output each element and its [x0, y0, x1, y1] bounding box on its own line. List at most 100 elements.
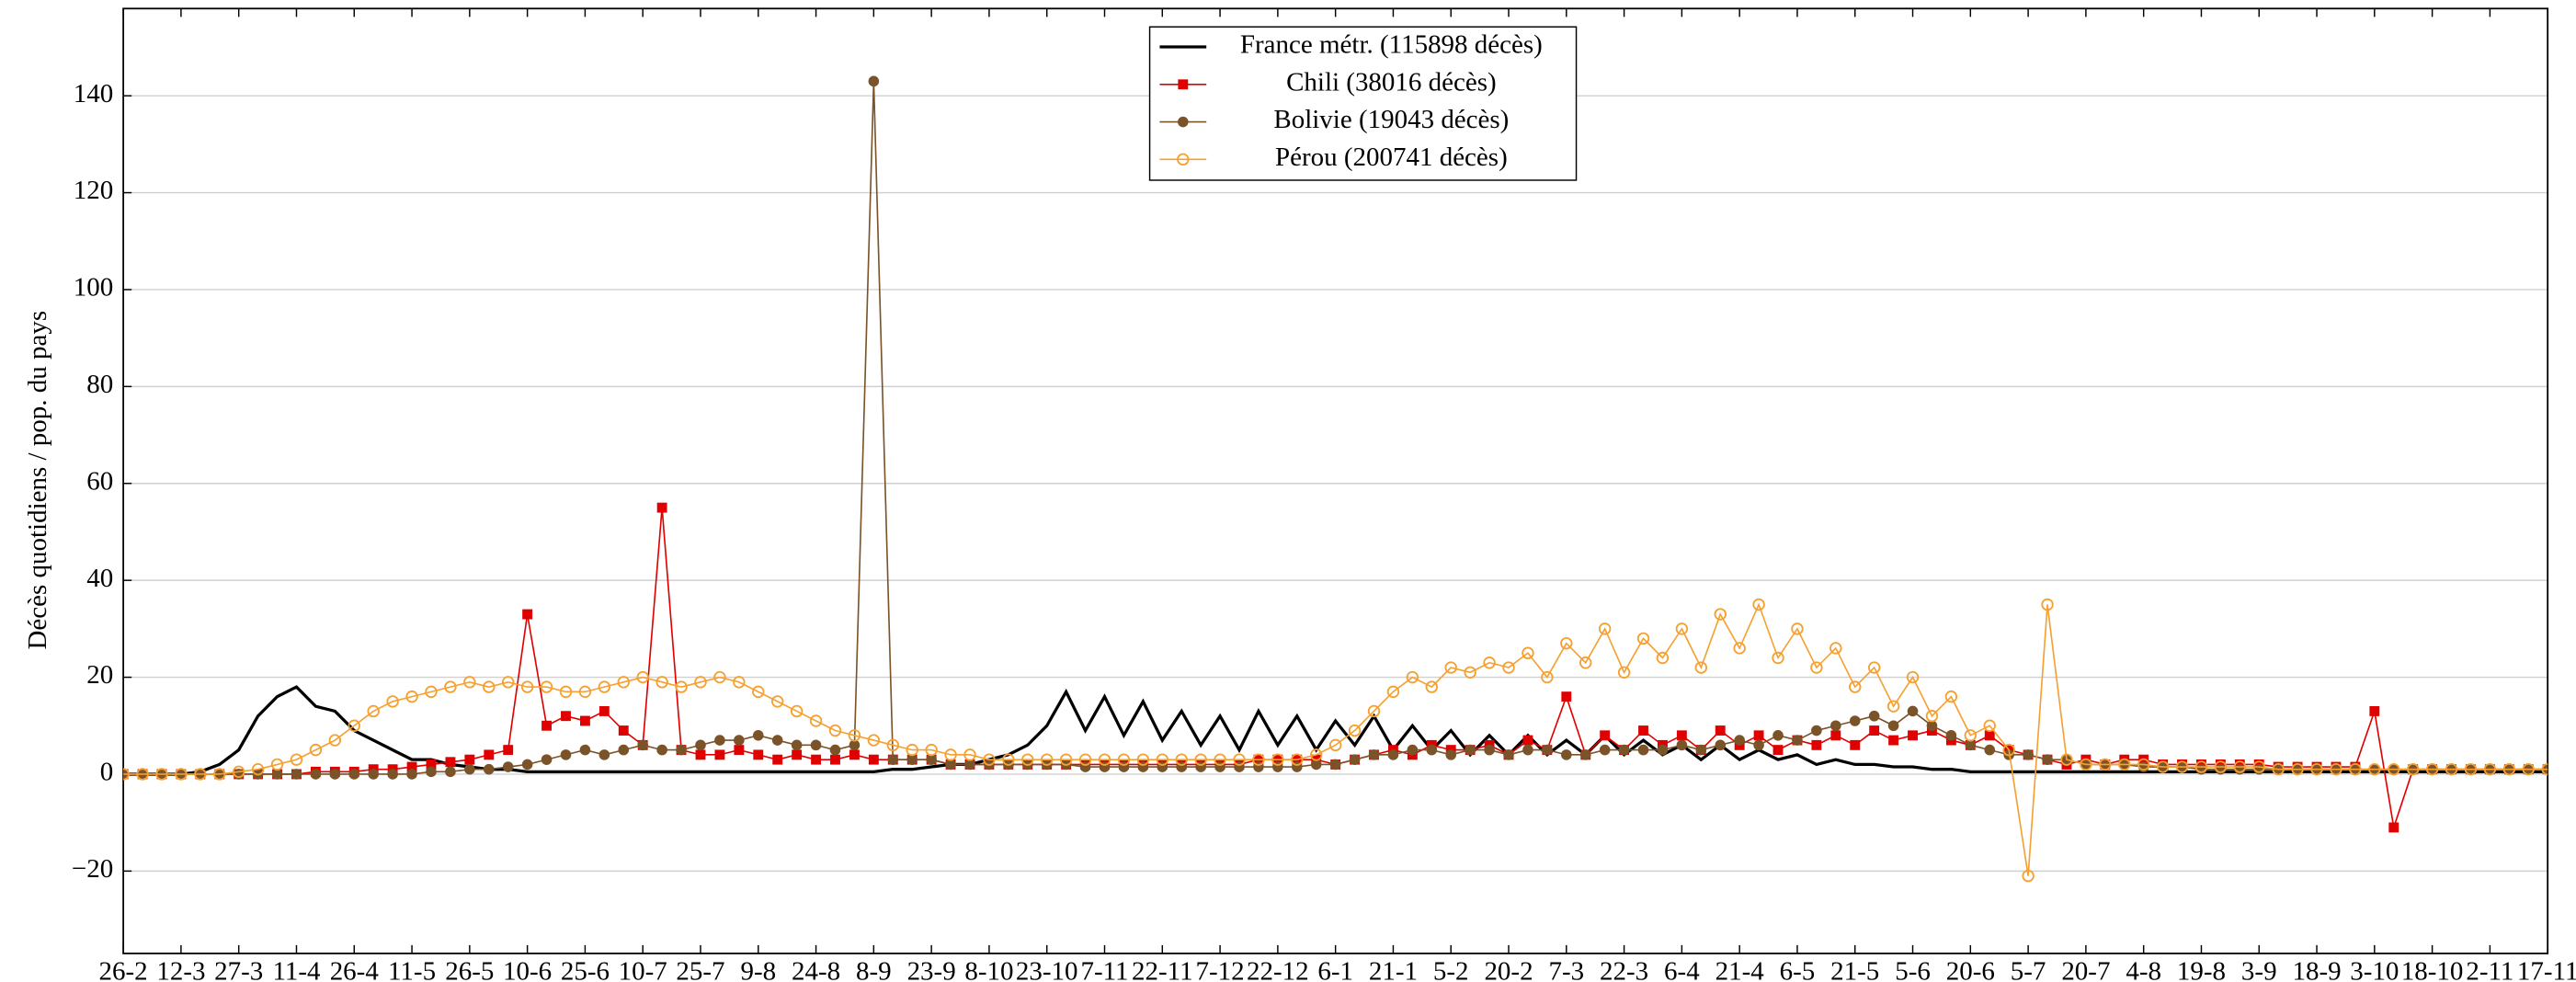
x-tick-label: 5-7 [2011, 956, 2046, 982]
marker [2042, 754, 2053, 765]
marker [1965, 739, 1977, 751]
x-tick-label: 22-3 [1600, 956, 1648, 982]
marker [1984, 744, 1996, 756]
marker [1117, 753, 1131, 766]
marker [1425, 680, 1439, 693]
x-tick-label: 24-8 [792, 956, 840, 982]
x-tick-label: 7-12 [1196, 956, 1245, 982]
marker [1636, 632, 1650, 645]
marker [175, 768, 188, 781]
marker [714, 735, 725, 746]
marker [291, 769, 302, 780]
marker [925, 743, 938, 757]
y-tick-label: 40 [86, 564, 113, 593]
marker [906, 754, 918, 765]
x-tick-label: 3-9 [2241, 956, 2277, 982]
marker [1059, 753, 1073, 766]
marker [502, 761, 514, 772]
marker [771, 695, 784, 708]
marker [1348, 724, 1362, 737]
marker [618, 744, 630, 756]
marker [695, 739, 706, 751]
marker [714, 749, 725, 760]
marker [617, 676, 630, 689]
marker [271, 769, 283, 780]
marker [1328, 738, 1342, 752]
marker [1561, 749, 1572, 760]
marker [194, 768, 207, 781]
marker [1830, 730, 1841, 741]
x-tick-label: 5-2 [1433, 956, 1469, 982]
x-tick-label: 23-10 [1016, 956, 1078, 982]
x-tick-label: 26-5 [445, 956, 494, 982]
marker [406, 761, 417, 772]
marker [637, 739, 649, 751]
marker [868, 754, 879, 765]
x-tick-label: 10-7 [619, 956, 667, 982]
marker [830, 754, 840, 765]
marker [1233, 753, 1246, 766]
marker [1657, 744, 1669, 756]
marker [1542, 744, 1553, 756]
x-tick-label: 2-11 [2466, 956, 2513, 982]
marker [232, 765, 245, 779]
marker [367, 704, 380, 718]
legend-label: Chili (38016 décès) [1286, 67, 1497, 97]
marker [887, 754, 899, 765]
marker [1078, 753, 1092, 766]
marker [2368, 762, 2381, 776]
marker [213, 768, 226, 781]
plot-area [123, 75, 2548, 883]
marker [1021, 753, 1034, 766]
marker [1522, 646, 1534, 659]
marker [1638, 725, 1648, 736]
plot-frame [122, 7, 2549, 954]
marker [2137, 758, 2150, 771]
marker [1811, 739, 1822, 750]
marker [2349, 762, 2362, 776]
y-tick-label: 140 [74, 79, 113, 108]
marker [1444, 661, 1457, 674]
marker [849, 739, 861, 751]
marker [1502, 661, 1515, 674]
marker [829, 744, 841, 756]
x-tick-label: 7-3 [1548, 956, 1584, 982]
x-tick-label: 21-1 [1369, 956, 1418, 982]
marker [1464, 666, 1476, 679]
marker [329, 769, 341, 780]
marker [2541, 762, 2548, 776]
marker [809, 714, 823, 727]
marker [2023, 749, 2034, 760]
marker [1925, 710, 1939, 723]
marker [733, 676, 746, 689]
series-line [123, 81, 2548, 775]
x-tick-label: 9-8 [740, 956, 776, 982]
marker [1753, 730, 1764, 741]
marker [560, 749, 572, 760]
marker [675, 680, 688, 693]
y-tick-label: 120 [74, 176, 113, 205]
marker [2369, 706, 2380, 716]
marker [771, 735, 783, 746]
x-tick-label: 12-3 [156, 956, 205, 982]
x-tick-label: 4-8 [2126, 956, 2161, 982]
marker [503, 745, 514, 756]
x-tick-label: 20-6 [1946, 956, 1995, 982]
marker [2080, 758, 2092, 771]
marker [1734, 735, 1745, 746]
marker [1599, 744, 1611, 756]
marker [501, 676, 515, 689]
marker [1849, 680, 1862, 693]
y-tick-label: 80 [86, 370, 113, 399]
marker [598, 749, 610, 760]
marker [520, 680, 534, 693]
marker [1695, 744, 1707, 756]
marker [906, 743, 918, 757]
marker [655, 676, 668, 689]
marker [1830, 720, 1841, 732]
y-tick-label: 0 [100, 758, 113, 787]
marker [270, 758, 284, 771]
marker [849, 749, 860, 760]
x-tick-label: 21-5 [1830, 956, 1879, 982]
